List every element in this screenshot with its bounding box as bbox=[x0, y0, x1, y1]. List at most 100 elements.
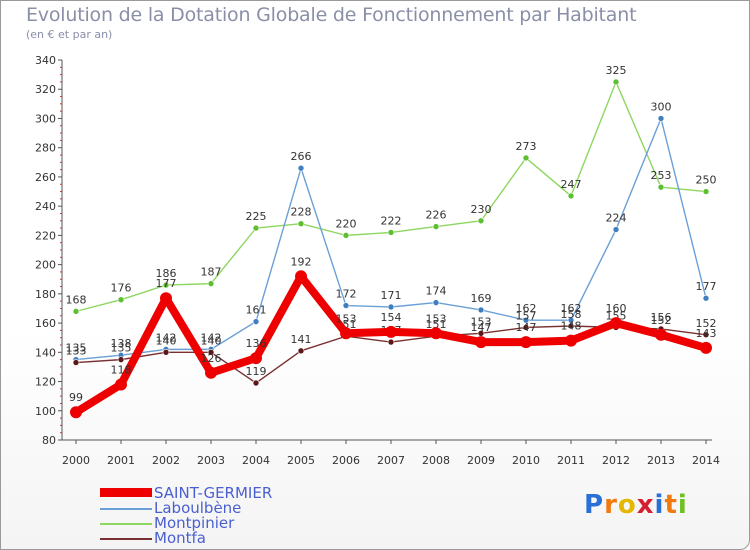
x-tick-label: 2013 bbox=[647, 454, 675, 467]
data-point bbox=[612, 78, 620, 86]
x-tick-label: 2012 bbox=[602, 454, 630, 467]
data-point bbox=[567, 322, 575, 330]
data-label: 158 bbox=[561, 308, 582, 321]
data-point bbox=[610, 317, 622, 330]
legend-label: Laboulbène bbox=[154, 499, 242, 517]
data-point bbox=[430, 327, 442, 340]
data-point bbox=[162, 281, 170, 289]
data-label: 273 bbox=[516, 140, 537, 153]
y-tick-label: 340 bbox=[35, 54, 56, 67]
legend-swatch bbox=[100, 538, 152, 540]
data-label: 253 bbox=[651, 169, 672, 182]
logo-letter: x bbox=[636, 490, 655, 520]
data-point bbox=[657, 115, 665, 122]
data-label: 154 bbox=[381, 311, 402, 324]
data-label: 138 bbox=[111, 337, 132, 350]
data-point bbox=[160, 292, 172, 305]
x-tick-label: 2002 bbox=[152, 454, 180, 467]
x-tick-label: 2009 bbox=[467, 454, 495, 467]
data-label: 135 bbox=[66, 342, 87, 355]
data-label: 140 bbox=[156, 334, 177, 347]
y-tick-label: 200 bbox=[35, 259, 56, 272]
data-label: 226 bbox=[426, 209, 447, 222]
data-label: 192 bbox=[291, 255, 312, 268]
data-point bbox=[432, 223, 440, 230]
data-label: 118 bbox=[111, 363, 132, 376]
data-point bbox=[342, 232, 350, 239]
y-tick-label: 140 bbox=[35, 346, 56, 359]
data-point bbox=[522, 324, 530, 331]
data-point bbox=[342, 302, 350, 309]
x-tick-label: 2008 bbox=[422, 454, 450, 467]
data-label: 155 bbox=[606, 309, 627, 322]
y-tick-label: 160 bbox=[35, 317, 56, 330]
data-point bbox=[340, 327, 352, 340]
data-point bbox=[297, 220, 305, 227]
data-label: 140 bbox=[201, 334, 222, 347]
data-point bbox=[385, 325, 397, 338]
x-tick-label: 2010 bbox=[512, 454, 540, 467]
data-point bbox=[250, 352, 262, 365]
x-tick-label: 2011 bbox=[557, 454, 585, 467]
data-label: 300 bbox=[651, 100, 672, 113]
data-point bbox=[432, 299, 440, 306]
data-label: 157 bbox=[516, 309, 537, 322]
data-point bbox=[252, 318, 260, 325]
data-label: 177 bbox=[696, 280, 717, 293]
data-point bbox=[477, 306, 485, 314]
data-label: 141 bbox=[291, 333, 312, 346]
x-tick-label: 2007 bbox=[377, 454, 405, 467]
data-point bbox=[207, 349, 215, 356]
data-label: 153 bbox=[426, 312, 447, 325]
data-label: 156 bbox=[651, 311, 672, 324]
logo-letter: i bbox=[677, 490, 688, 520]
data-label: 266 bbox=[291, 150, 312, 163]
data-point bbox=[117, 356, 125, 363]
data-label: 147 bbox=[516, 321, 537, 334]
data-label: 250 bbox=[696, 174, 717, 187]
data-label: 168 bbox=[66, 293, 87, 306]
logo-letter: i bbox=[654, 490, 665, 520]
y-tick-label: 100 bbox=[35, 405, 56, 418]
legend-label: SAINT-GERMIER bbox=[154, 484, 273, 502]
data-point bbox=[252, 224, 260, 232]
logo-letter: r bbox=[604, 490, 618, 520]
y-tick-label: 120 bbox=[35, 376, 56, 389]
data-label: 247 bbox=[561, 178, 582, 191]
data-point bbox=[702, 331, 710, 339]
proxiti-logo: Proxiti bbox=[584, 490, 688, 520]
data-label: 151 bbox=[426, 318, 447, 331]
y-tick-label: 300 bbox=[35, 112, 56, 125]
data-point bbox=[567, 192, 575, 200]
data-label: 171 bbox=[381, 289, 402, 302]
data-point bbox=[702, 188, 710, 195]
data-point bbox=[387, 338, 395, 346]
data-label: 136 bbox=[246, 337, 267, 350]
data-point bbox=[387, 303, 395, 311]
data-point bbox=[565, 334, 577, 347]
data-point bbox=[207, 280, 215, 287]
x-tick-label: 2001 bbox=[107, 454, 135, 467]
data-label: 162 bbox=[561, 302, 582, 315]
legend-label: Montpinier bbox=[154, 514, 235, 532]
data-point bbox=[702, 294, 710, 302]
data-label: 119 bbox=[246, 365, 267, 378]
data-label: 186 bbox=[156, 267, 177, 280]
data-label: 162 bbox=[516, 302, 537, 315]
data-point bbox=[520, 336, 532, 349]
data-point bbox=[522, 154, 530, 162]
data-label: 153 bbox=[471, 315, 492, 328]
x-tick-label: 2014 bbox=[692, 454, 720, 467]
data-label: 152 bbox=[696, 317, 717, 330]
y-tick-label: 260 bbox=[35, 171, 56, 184]
x-tick-label: 2005 bbox=[287, 454, 315, 467]
data-point bbox=[612, 226, 620, 233]
chart-subtitle: (en € et par an) bbox=[26, 28, 113, 41]
data-label: 228 bbox=[291, 206, 312, 219]
data-point bbox=[387, 229, 395, 236]
x-tick-label: 2004 bbox=[242, 454, 270, 467]
data-label: 224 bbox=[606, 212, 627, 225]
legend-label: Montfa bbox=[154, 529, 206, 547]
